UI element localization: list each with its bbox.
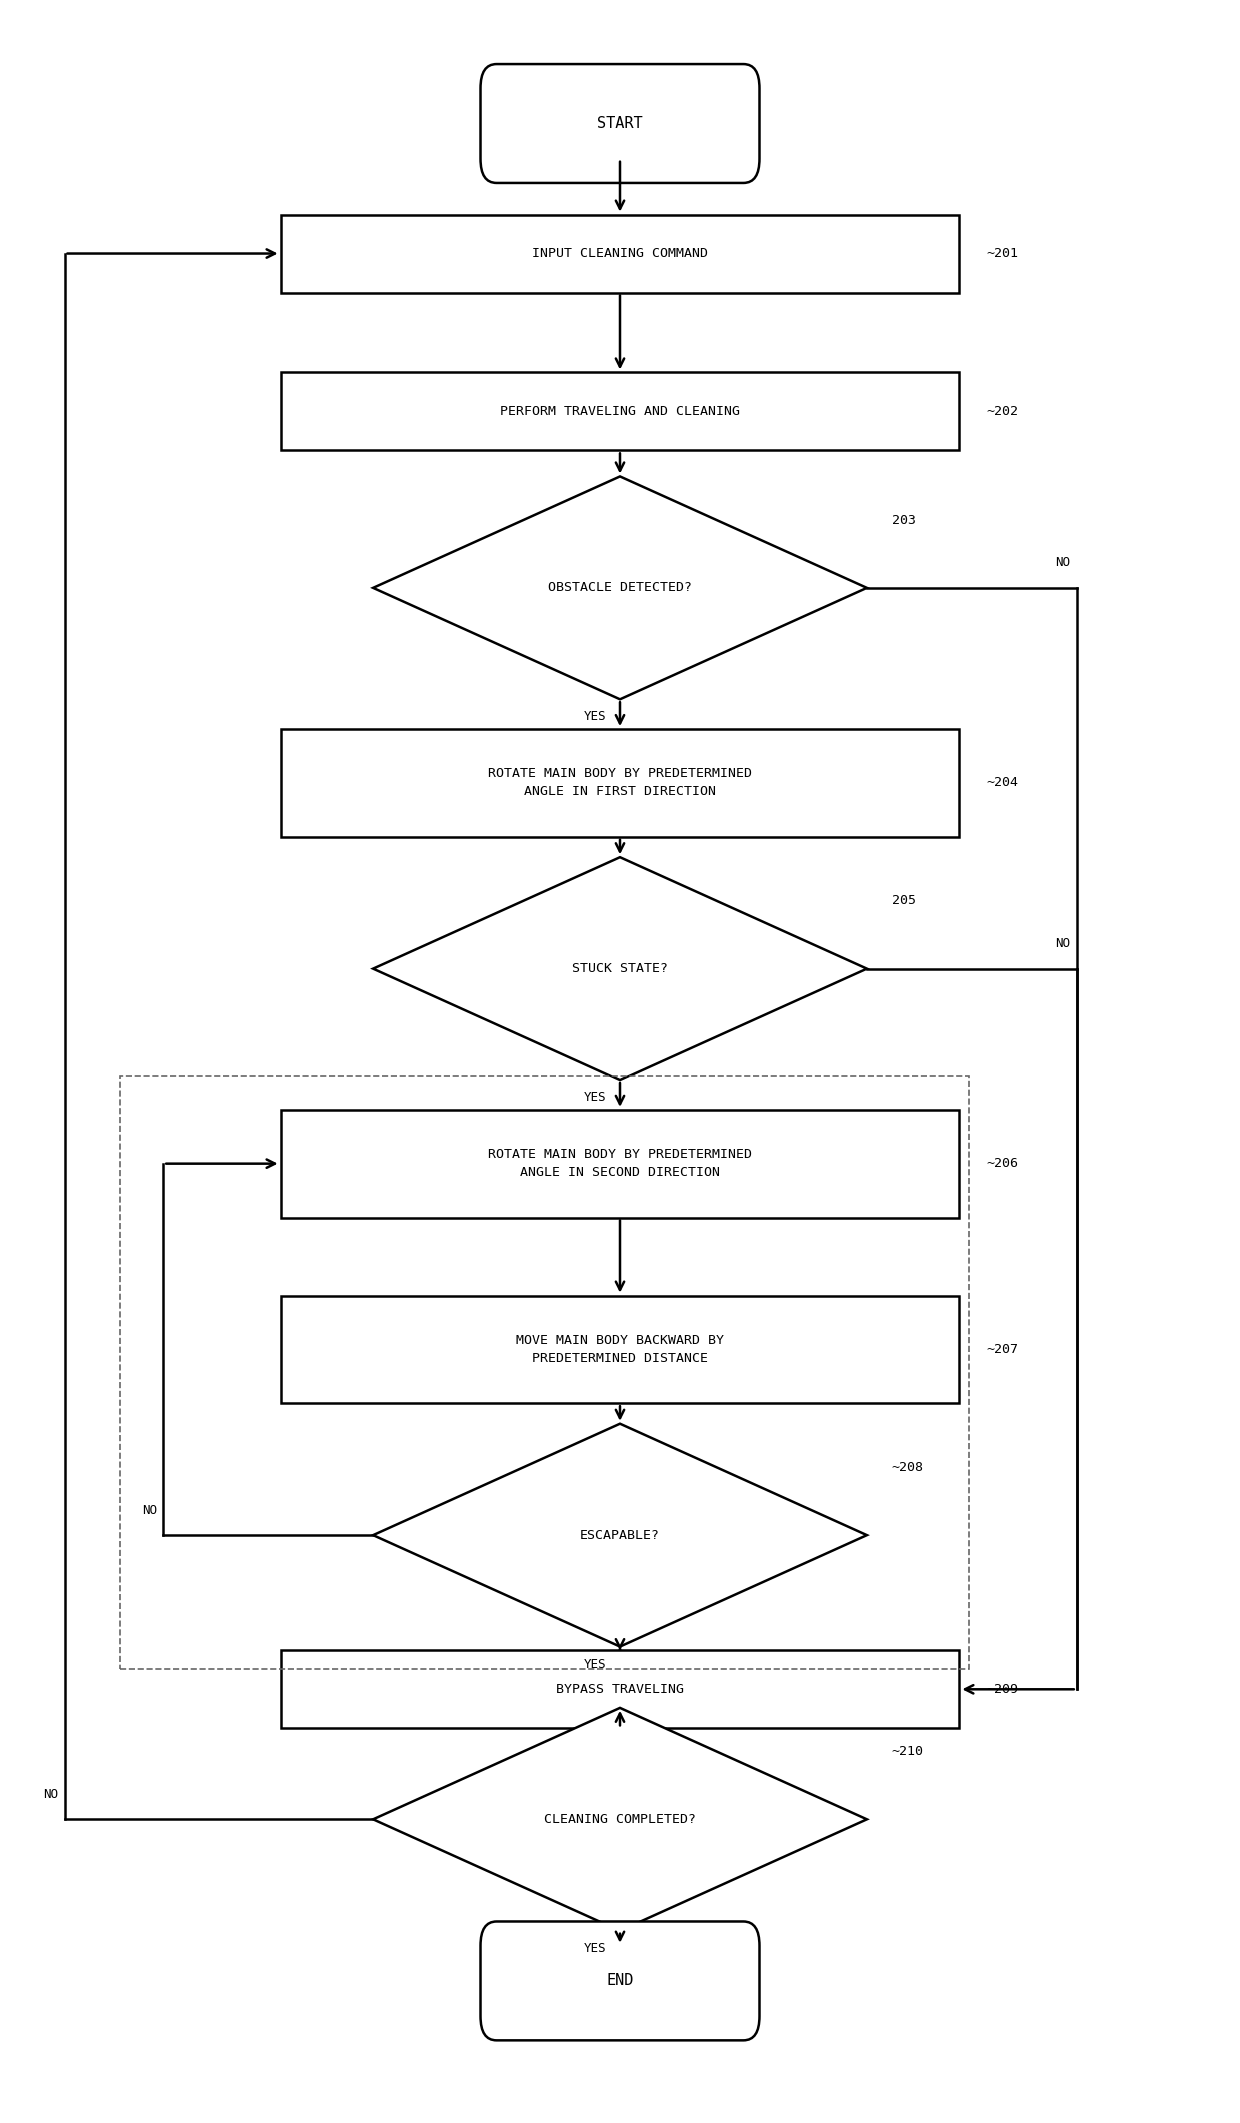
Text: YES: YES	[584, 1658, 606, 1671]
Text: ~202: ~202	[987, 405, 1018, 418]
Text: ROTATE MAIN BODY BY PREDETERMINED
ANGLE IN FIRST DIRECTION: ROTATE MAIN BODY BY PREDETERMINED ANGLE …	[489, 766, 751, 798]
Text: START: START	[598, 117, 642, 132]
Text: 203: 203	[892, 514, 915, 527]
Text: ~210: ~210	[892, 1745, 924, 1758]
Text: PERFORM TRAVELING AND CLEANING: PERFORM TRAVELING AND CLEANING	[500, 405, 740, 418]
Text: NO: NO	[1055, 556, 1070, 569]
FancyBboxPatch shape	[280, 1110, 960, 1216]
Text: ~206: ~206	[987, 1157, 1018, 1170]
Text: NO: NO	[43, 1788, 58, 1800]
FancyBboxPatch shape	[481, 1921, 759, 2040]
Text: ~208: ~208	[892, 1461, 924, 1473]
Text: STUCK STATE?: STUCK STATE?	[572, 962, 668, 974]
Text: ~204: ~204	[987, 777, 1018, 790]
Text: ~209: ~209	[987, 1684, 1018, 1696]
Text: CLEANING COMPLETED?: CLEANING COMPLETED?	[544, 1813, 696, 1826]
Text: YES: YES	[584, 1943, 606, 1955]
Text: NO: NO	[143, 1503, 157, 1516]
Text: 205: 205	[892, 894, 915, 907]
Text: ~201: ~201	[987, 246, 1018, 259]
Text: ESCAPABLE?: ESCAPABLE?	[580, 1529, 660, 1541]
Polygon shape	[373, 1425, 867, 1647]
FancyBboxPatch shape	[280, 1650, 960, 1728]
FancyBboxPatch shape	[280, 372, 960, 450]
Text: BYPASS TRAVELING: BYPASS TRAVELING	[556, 1684, 684, 1696]
Polygon shape	[373, 1707, 867, 1930]
FancyBboxPatch shape	[280, 214, 960, 293]
Text: YES: YES	[584, 1091, 606, 1104]
Text: NO: NO	[1055, 936, 1070, 951]
FancyBboxPatch shape	[280, 728, 960, 836]
FancyBboxPatch shape	[481, 64, 759, 183]
Bar	[120, 1076, 970, 1669]
Text: MOVE MAIN BODY BACKWARD BY
PREDETERMINED DISTANCE: MOVE MAIN BODY BACKWARD BY PREDETERMINED…	[516, 1333, 724, 1365]
Text: END: END	[606, 1974, 634, 1989]
FancyBboxPatch shape	[280, 1295, 960, 1403]
Text: ROTATE MAIN BODY BY PREDETERMINED
ANGLE IN SECOND DIRECTION: ROTATE MAIN BODY BY PREDETERMINED ANGLE …	[489, 1149, 751, 1178]
Polygon shape	[373, 858, 867, 1081]
Polygon shape	[373, 476, 867, 698]
Text: INPUT CLEANING COMMAND: INPUT CLEANING COMMAND	[532, 246, 708, 259]
Text: OBSTACLE DETECTED?: OBSTACLE DETECTED?	[548, 582, 692, 594]
Text: YES: YES	[584, 711, 606, 724]
Text: ~207: ~207	[987, 1344, 1018, 1357]
